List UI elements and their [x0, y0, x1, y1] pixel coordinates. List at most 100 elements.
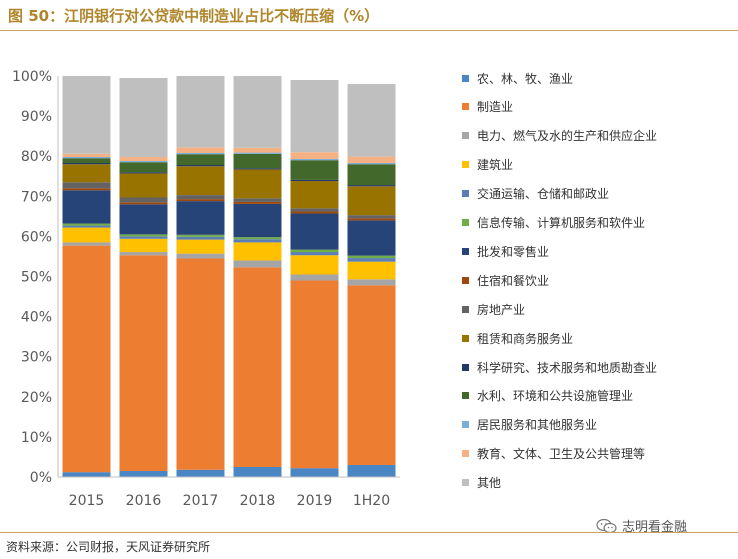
bar-segment: [290, 252, 339, 256]
legend-label: 制造业: [477, 100, 514, 115]
bar-segment: [176, 201, 225, 235]
legend-swatch: [462, 305, 469, 313]
bar-segment: [233, 198, 282, 202]
bar-segment: [290, 179, 339, 182]
bar-segment: [62, 157, 111, 159]
legend-swatch: [462, 421, 469, 429]
bar-segment: [176, 165, 225, 167]
bar-segment: [290, 280, 339, 469]
bar-segment: [290, 211, 339, 214]
bar-segment: [233, 201, 282, 204]
legend-swatch: [462, 103, 469, 111]
legend-item: 信息传输、计算机服务和软件业: [462, 215, 645, 231]
bar-segment: [176, 195, 225, 200]
bar-segment: [62, 182, 111, 189]
bar-segment: [119, 78, 168, 158]
bar-segment: [233, 76, 282, 148]
legend-item: 制造业: [462, 99, 513, 115]
bar-segment: [233, 168, 282, 170]
legend-swatch: [462, 219, 469, 226]
title-divider: [0, 30, 738, 31]
legend-label: 房地产业: [477, 302, 526, 317]
bar-segment: [176, 234, 225, 237]
y-tick-label: 70%: [21, 189, 52, 205]
legend-swatch: [462, 132, 469, 140]
bar-segment: [347, 464, 396, 477]
bar-segment: [347, 261, 396, 280]
bar-segment: [176, 239, 225, 254]
legend-label: 电力、燃气及水的生产和供应企业: [477, 129, 658, 144]
title-bar: 图 50：江阴银行对公贷款中制造业占比不断压缩（%）: [0, 0, 738, 30]
bar-segment: [176, 258, 225, 470]
bar-segment: [290, 249, 339, 253]
bar-segment: [62, 158, 111, 164]
legend-item: 住宿和餐饮业: [462, 272, 549, 288]
legend-swatch: [462, 479, 469, 487]
bar-segment: [347, 279, 396, 286]
bar-segment: [62, 188, 111, 191]
bar-segment: [290, 80, 339, 153]
legend-label: 交通运输、仓储和邮政业: [477, 187, 610, 202]
x-tick-label: 2015: [69, 493, 105, 509]
legend-swatch: [462, 450, 469, 458]
bar-segment: [119, 255, 168, 471]
bar-segment: [233, 152, 282, 154]
bar-segment: [176, 154, 225, 166]
y-tick-label: 30%: [21, 350, 52, 366]
bar-segment: [347, 186, 396, 216]
legend-item: 农、林、牧、渔业: [462, 70, 573, 86]
bar-segment: [233, 237, 282, 240]
bar-segment: [62, 190, 111, 224]
legend-item: 房地产业: [462, 301, 525, 317]
legend-label: 建筑业: [477, 158, 514, 173]
source-note: 资料来源：公司财报，天风证券研究所: [6, 540, 211, 554]
bar-segment: [176, 253, 225, 259]
bar-segment: [233, 260, 282, 268]
legend-item: 教育、文体、卫生及公共管理等: [462, 446, 645, 462]
bar-segment: [119, 202, 168, 205]
bar-segment: [62, 163, 111, 165]
legend-label: 信息传输、计算机服务和软件业: [477, 216, 646, 230]
legend-item: 批发和零售业: [462, 243, 549, 259]
bar-segment: [347, 156, 396, 164]
legend-label: 住宿和餐饮业: [477, 273, 550, 288]
bar-segment: [176, 199, 225, 202]
bar-segment: [119, 238, 168, 253]
bar-segment: [233, 239, 282, 243]
bar-segment: [290, 152, 339, 160]
legend-label: 水利、环境和公共设施管理业: [477, 389, 634, 404]
legend-swatch: [462, 190, 469, 198]
bar-segment: [233, 203, 282, 238]
bar-segment: [290, 255, 339, 275]
bar-segment: [176, 76, 225, 148]
bar-segment: [176, 147, 225, 153]
watermark: 志明看金融: [596, 516, 687, 535]
bar-segment: [119, 234, 168, 237]
watermark-text: 志明看金融: [622, 520, 688, 535]
legend-swatch: [462, 334, 469, 342]
legend-label: 科学研究、技术服务和地质勘查业: [477, 360, 658, 375]
legend-swatch: [462, 74, 469, 82]
bar-segment: [347, 255, 396, 259]
bar-segment: [347, 215, 396, 219]
legend-item: 其他: [462, 475, 501, 491]
bar-segment: [176, 166, 225, 196]
bar-segment: [62, 242, 111, 246]
y-tick-label: 40%: [21, 310, 52, 326]
x-tick-label: 1H20: [353, 493, 390, 509]
chart-title: 图 50：江阴银行对公贷款中制造业占比不断压缩（%）: [8, 7, 380, 25]
bar-segment: [290, 208, 339, 212]
bar-segment: [290, 181, 339, 209]
bar-segment: [233, 169, 282, 199]
y-tick-label: 80%: [21, 149, 52, 165]
bar-segment: [62, 223, 111, 226]
bar-segment: [347, 185, 396, 187]
legend-label: 教育、文体、卫生及公共管理等: [477, 447, 646, 462]
y-tick-label: 100%: [12, 69, 52, 85]
bar-segment: [290, 274, 339, 281]
y-tick-label: 60%: [21, 229, 52, 245]
x-tick-label: 2019: [297, 493, 333, 509]
y-tick-label: 10%: [21, 430, 52, 446]
bar-segment: [119, 157, 168, 162]
bar-segment: [176, 469, 225, 477]
